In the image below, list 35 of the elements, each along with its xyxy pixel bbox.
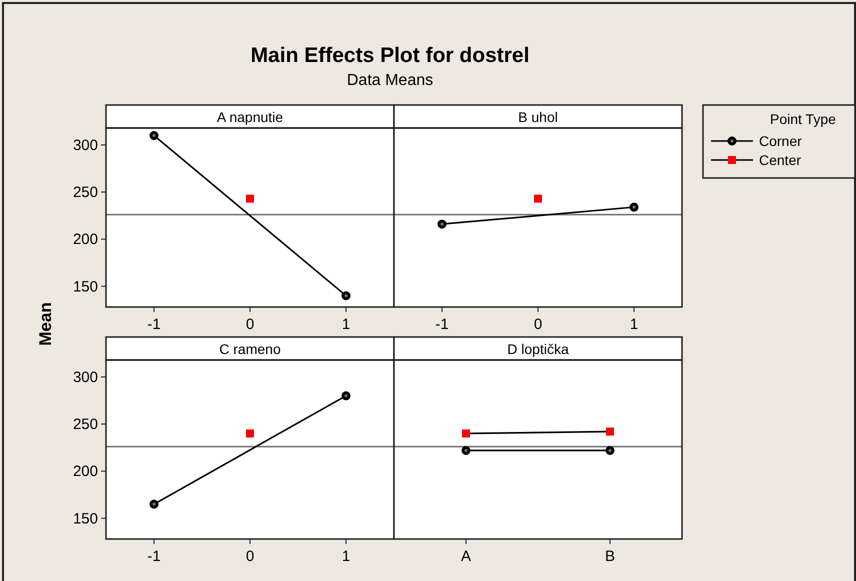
point bbox=[150, 131, 158, 140]
y-tick-label: 250 bbox=[72, 416, 98, 434]
x-tick-label: 0 bbox=[246, 316, 254, 333]
y-tick-label: 200 bbox=[72, 463, 98, 480]
x-tick-label: 1 bbox=[342, 316, 350, 333]
x-tick-label: -1 bbox=[435, 316, 449, 333]
chart-title: C rameno bbox=[219, 341, 281, 357]
y-axis-title: Mean bbox=[36, 302, 55, 346]
point bbox=[246, 194, 254, 203]
legend-label: Corner bbox=[759, 133, 802, 149]
x-tick-label: 0 bbox=[246, 548, 254, 565]
chart-title: D loptička bbox=[507, 341, 569, 357]
y-tick-label: 200 bbox=[72, 231, 98, 248]
y-tick-label: 300 bbox=[72, 136, 98, 154]
x-tick-label: A bbox=[460, 548, 472, 565]
y-tick-label: 150 bbox=[72, 510, 98, 528]
y-tick-label: 250 bbox=[72, 184, 98, 202]
point bbox=[150, 500, 158, 509]
legend-title: Point Type bbox=[770, 111, 836, 127]
x-tick-label: 1 bbox=[630, 316, 638, 333]
legend-label: Center bbox=[759, 152, 802, 168]
point bbox=[342, 391, 350, 400]
y-tick-label: 150 bbox=[72, 278, 98, 296]
chart-title: A napnutie bbox=[216, 109, 284, 125]
text: Main Effects Plot for dostrel bbox=[250, 44, 530, 67]
chart-title: B uhol bbox=[518, 109, 558, 125]
text: Data Means bbox=[346, 72, 434, 89]
y-tick-label: 300 bbox=[72, 368, 98, 386]
point bbox=[342, 291, 350, 300]
x-tick-label: -1 bbox=[147, 316, 161, 333]
x-tick-label: -1 bbox=[147, 548, 161, 565]
point bbox=[246, 429, 254, 438]
x-tick-label: B bbox=[604, 548, 616, 565]
x-tick-label: 1 bbox=[342, 548, 350, 565]
x-tick-label: 0 bbox=[534, 316, 542, 333]
